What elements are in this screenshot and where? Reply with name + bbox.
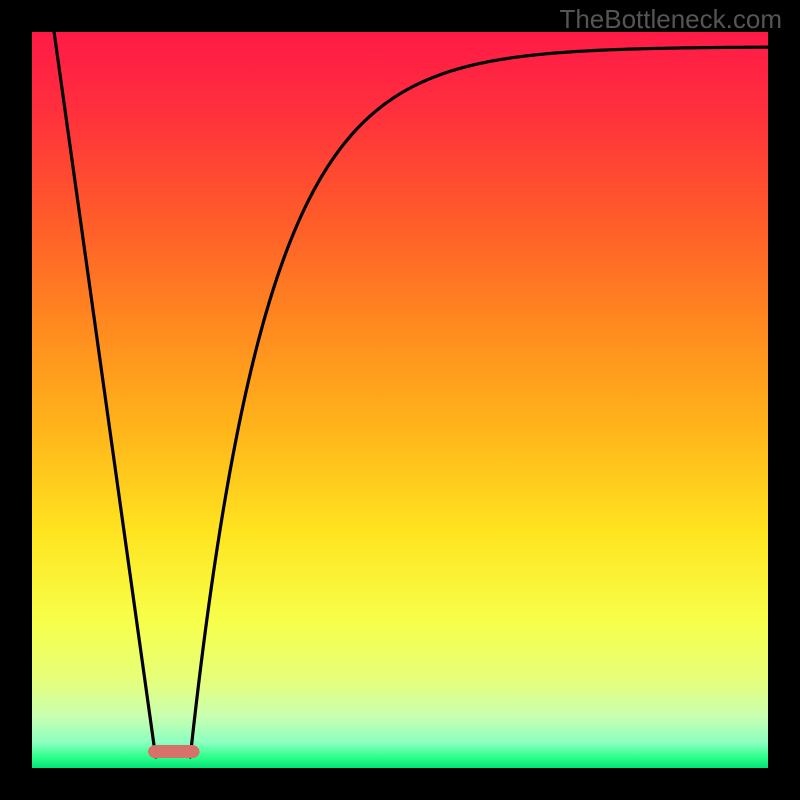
bottleneck-curves — [32, 32, 768, 768]
watermark-text: TheBottleneck.com — [559, 4, 782, 35]
chart-frame: TheBottleneck.com — [0, 0, 800, 800]
bottleneck-marker — [148, 745, 200, 758]
